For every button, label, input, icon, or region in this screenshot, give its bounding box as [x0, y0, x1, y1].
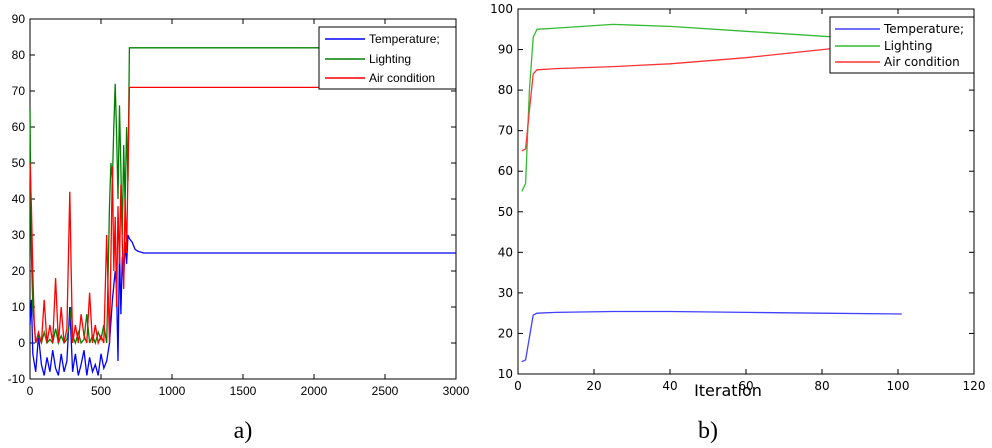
chart-b-lines: [521, 23, 902, 363]
chart-a-ytick-label: 20: [12, 264, 26, 278]
chart-b-legend: Temperature; Lighting Air condition: [829, 16, 975, 74]
chart-b-xtick-label: 60: [738, 379, 753, 393]
chart-a-ytick-label: 0: [18, 336, 25, 350]
chart-b-legend-box: [829, 16, 975, 74]
chart-a-series-temperature: [29, 234, 456, 376]
chart-a-xtick-label: 3000: [443, 384, 470, 398]
chart-a-legend-label-temperature: Temperature;: [369, 32, 440, 46]
chart-a-ytick-label: 90: [12, 12, 26, 26]
chart-b-xtick-label: 120: [963, 379, 986, 393]
chart-b-xtick-label: 40: [662, 379, 677, 393]
chart-b-legend-label-temperature: Temperature;: [883, 22, 964, 36]
chart-a-xtick-label: 1500: [230, 384, 257, 398]
chart-b: 0 20 40 60 80 100 120 10 20 30 40 50 60 70 80 90 100 Tem…: [490, 2, 985, 444]
chart-b-series-air-condition: [521, 40, 902, 152]
chart-a-xtick-label: 2500: [372, 384, 399, 398]
chart-b-ytick-label: 60: [498, 164, 513, 178]
chart-a-xtick-label: 500: [91, 384, 111, 398]
chart-a-xtick-label: 1000: [159, 384, 186, 398]
chart-a-xtick-label: 0: [27, 384, 34, 398]
chart-b-series-temperature: [521, 310, 902, 363]
chart-b-legend-label-lighting: Lighting: [884, 39, 933, 53]
chart-a-ytick-label: 10: [12, 300, 26, 314]
chart-b-ytick-label: 10: [498, 367, 513, 381]
chart-a-ticks: 0 500 1000 1500 2000 2500 3000-100102030405060…: [8, 12, 470, 398]
chart-b-xtick-label: 20: [586, 379, 601, 393]
chart-b-xtick-label: 100: [887, 379, 910, 393]
chart-a-ytick-label: -10: [8, 372, 26, 386]
chart-b-ytick-label: 30: [498, 286, 513, 300]
chart-a-ytick-label: 40: [12, 192, 26, 206]
chart-a-ytick-label: 70: [12, 84, 26, 98]
chart-a-ytick-label: 80: [12, 48, 26, 62]
chart-b-caption: b): [698, 418, 718, 444]
chart-a-legend-label-air: Air condition: [369, 71, 435, 85]
chart-b-ytick-label: 50: [498, 205, 513, 219]
chart-b-ytick-label: 20: [498, 326, 513, 340]
chart-a-caption: a): [234, 418, 253, 444]
chart-a-ytick-label: 30: [12, 228, 26, 242]
chart-b-ytick-label: 70: [498, 124, 513, 138]
chart-b-ytick-label: 80: [498, 83, 513, 97]
chart-a-legend: Temperature; Lighting Air condition: [318, 26, 457, 90]
chart-a-ytick-label: 50: [12, 156, 26, 170]
chart-b-ytick-label: 90: [498, 43, 513, 57]
chart-b-xtick-label: 80: [814, 379, 829, 393]
chart-a: 0 500 1000 1500 2000 2500 3000-100102030405060…: [8, 12, 470, 444]
chart-b-ytick-label: 40: [498, 245, 513, 259]
chart-b-xtick-label: 0: [514, 379, 522, 393]
chart-a-lines: [29, 47, 456, 376]
chart-a-ytick-label: 60: [12, 120, 26, 134]
chart-a-xtick-label: 2000: [301, 384, 328, 398]
chart-b-legend-label-air: Air condition: [884, 55, 960, 69]
chart-a-series-air-condition: [29, 86, 456, 346]
chart-b-xlabel: Iteration: [694, 381, 762, 400]
chart-b-ytick-label: 100: [490, 2, 513, 16]
chart-a-legend-label-lighting: Lighting: [369, 52, 411, 66]
